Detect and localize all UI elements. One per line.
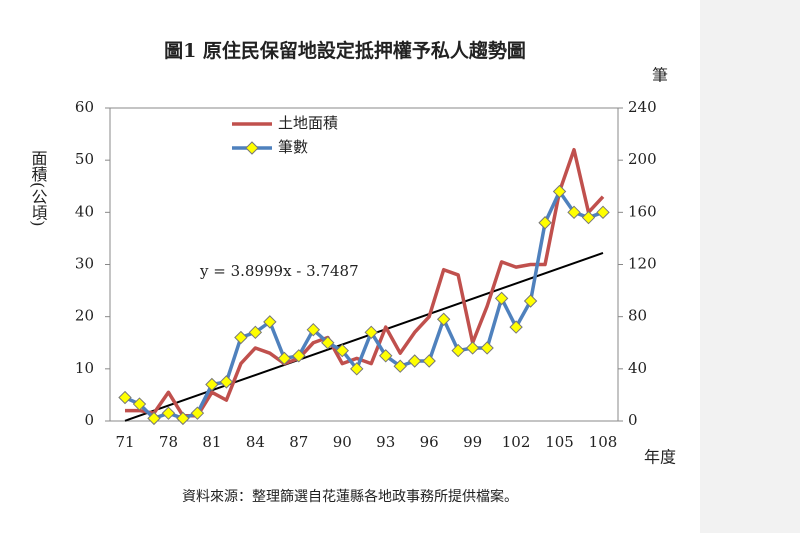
point-marker [234, 330, 248, 345]
x-tick-label: 102 [502, 433, 531, 451]
y-tick-label: 30 [75, 255, 94, 273]
y2-tick-label: 160 [628, 202, 657, 220]
series-line [125, 147, 605, 418]
y2-tick-label: 40 [628, 359, 647, 377]
point-marker [364, 325, 378, 340]
x-tick-label: 105 [545, 433, 574, 451]
point-marker [306, 323, 321, 337]
point-marker [538, 216, 552, 230]
point-marker [277, 351, 292, 366]
point-marker [176, 411, 190, 426]
point-marker [509, 320, 523, 334]
point-marker [407, 354, 422, 368]
legend-marker [245, 141, 259, 155]
x-tick-label: 93 [376, 433, 395, 451]
y2-tick-label: 120 [628, 255, 657, 273]
point-marker [292, 349, 306, 363]
point-marker [205, 377, 219, 392]
point-marker [321, 336, 335, 350]
series-line [124, 189, 604, 421]
point-marker [552, 184, 567, 199]
x-tick-label: 71 [115, 433, 134, 451]
x-tick-label: 87 [289, 433, 308, 451]
point-marker [567, 205, 581, 220]
point-marker [480, 341, 494, 355]
source-note: 資料來源：整理篩選自花蓮縣各地政事務所提供檔案。 [182, 488, 518, 505]
y2-tick-label: 0 [628, 411, 638, 429]
trendline-label: y = 3.8999x - 3.7487 [199, 262, 359, 280]
point-marker [248, 325, 263, 340]
point-marker [393, 359, 407, 373]
point-marker [132, 397, 147, 411]
trendline [124, 252, 604, 422]
point-marker [379, 349, 393, 363]
point-marker [596, 205, 610, 220]
point-marker [494, 291, 509, 306]
point-marker [523, 294, 538, 308]
legend-label: 土地面積 [278, 114, 338, 132]
point-marker [190, 406, 205, 420]
x-tick-label: 81 [202, 433, 221, 451]
x-tick-label: 84 [246, 433, 265, 451]
point-marker [161, 406, 176, 420]
x-tick-label: 108 [589, 433, 618, 451]
point-marker [350, 362, 364, 376]
point-marker [219, 375, 234, 389]
y-tick-label: 10 [75, 359, 94, 377]
point-marker [147, 411, 161, 426]
y-tick-label: 60 [75, 98, 94, 116]
x-tick-label: 96 [420, 433, 439, 451]
point-marker [465, 341, 480, 355]
y2-tick-label: 200 [628, 150, 657, 168]
x-tick-label: 78 [159, 433, 178, 451]
legend-label: 筆數 [278, 138, 308, 156]
x-tick-label: 99 [463, 433, 482, 451]
point-marker [263, 315, 277, 329]
point-marker [422, 354, 436, 368]
point-marker [118, 390, 132, 405]
y2-tick-label: 80 [628, 307, 647, 325]
x-axis-label: 年度 [644, 448, 676, 467]
y-tick-label: 0 [84, 411, 94, 429]
y-tick-label: 50 [75, 150, 94, 168]
point-marker [335, 343, 349, 358]
point-marker [581, 210, 596, 225]
side-panel [700, 0, 800, 533]
point-marker [451, 343, 465, 358]
y-tick-label: 20 [75, 307, 94, 325]
point-marker [436, 312, 451, 326]
chart-title: 圖1 原住民保留地設定抵押權予私人趨勢圖 [164, 39, 526, 62]
y-tick-label: 40 [75, 202, 94, 220]
x-tick-label: 90 [333, 433, 352, 451]
y-axis-label: 面積(公頃) [29, 150, 48, 226]
y2-axis-label: 筆 [652, 66, 668, 85]
y2-tick-label: 240 [628, 98, 657, 116]
